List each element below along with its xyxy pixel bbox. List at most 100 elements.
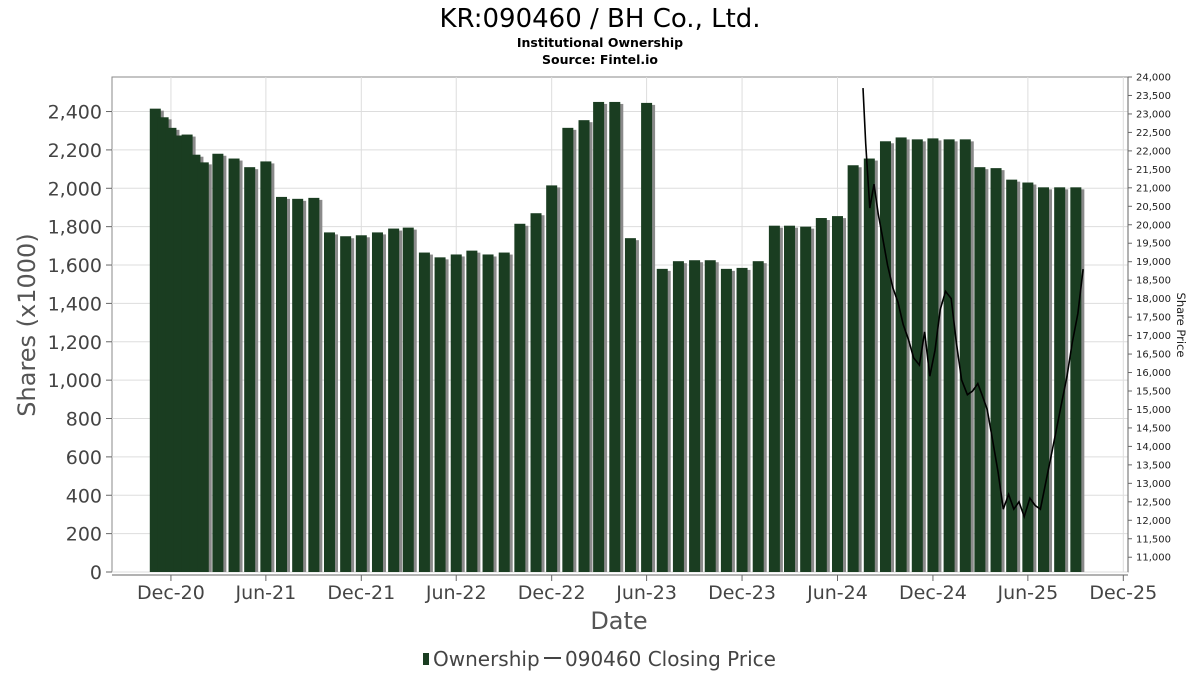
x-tick-label: Jun-22 (425, 582, 487, 604)
x-tick-label: Dec-22 (518, 582, 586, 604)
ownership-bar (181, 134, 193, 572)
ownership-bar (157, 117, 169, 572)
ownership-bar (593, 101, 605, 572)
y-axis-ticks: 0 200 400 600 800 1,000 1,200 1,400 1,600 1,800 2,… (48, 102, 112, 584)
ownership-bar (736, 267, 748, 572)
right-tick-label: 22,500 (1136, 128, 1171, 139)
chart-subtitle: Institutional Ownership (517, 35, 683, 50)
right-tick-label: 16,500 (1136, 350, 1171, 361)
y-tick-label: 1,800 (48, 217, 102, 239)
right-tick-label: 19,500 (1136, 239, 1171, 250)
ownership-bar (562, 127, 574, 573)
legend-price: 090460 Closing Price (565, 647, 776, 671)
ownership-bar (879, 141, 891, 572)
ownership-bar (609, 101, 621, 572)
x-axis-ticks: Dec-20 Jun-21 Dec-21 Jun-22 Dec-22 Jun-23 Dec-… (137, 575, 1157, 604)
y-tick-label: 1,400 (48, 293, 102, 315)
price-line (862, 88, 1084, 520)
ownership-bar (768, 225, 780, 572)
ownership-bar (434, 257, 446, 572)
right-tick-label: 22,000 (1136, 146, 1171, 157)
ownership-bar (943, 139, 955, 572)
right-tick-label: 19,000 (1136, 257, 1171, 268)
right-tick-label: 13,000 (1136, 479, 1171, 490)
y-tick-label: 2,200 (48, 140, 102, 162)
y-tick-label: 400 (66, 485, 102, 507)
ownership-bar (450, 254, 462, 572)
right-tick-label: 11,500 (1136, 534, 1171, 545)
right-tick-label: 15,500 (1136, 386, 1171, 397)
ownership-bar (466, 250, 478, 572)
right-tick-label: 23,000 (1136, 109, 1171, 120)
ownership-bar (340, 236, 352, 572)
y-tick-label: 200 (66, 524, 102, 546)
ownership-bar (173, 135, 185, 572)
y-tick-label: 0 (90, 562, 102, 584)
ownership-bar (276, 196, 288, 573)
ownership-bar (1038, 187, 1050, 572)
y-axis-label: Shares (x1000) (13, 233, 41, 416)
x-tick-label: Dec-20 (137, 582, 205, 604)
right-axis-label: Share Price (1174, 293, 1188, 358)
right-tick-label: 14,500 (1136, 423, 1171, 434)
x-tick-label: Dec-23 (708, 582, 776, 604)
ownership-bar (1070, 187, 1082, 572)
x-tick-label: Dec-21 (327, 582, 395, 604)
ownership-bar (260, 161, 272, 572)
ownership-bar (402, 227, 414, 572)
x-axis-label: Date (590, 607, 647, 635)
ownership-bar (149, 108, 161, 572)
ownership-bar (800, 226, 812, 572)
ownership-bar (244, 167, 256, 572)
ownership-bar (784, 225, 796, 572)
right-tick-label: 18,000 (1136, 294, 1171, 305)
ownership-bar (197, 162, 209, 572)
y-tick-label: 1,200 (48, 332, 102, 354)
ownership-bar (752, 261, 764, 572)
legend-bar-swatch (423, 653, 429, 665)
right-tick-label: 23,500 (1136, 91, 1171, 102)
ownership-bar (927, 138, 939, 572)
x-tick-label: Jun-21 (234, 582, 296, 604)
ownership-bar (624, 238, 636, 573)
ownership-bar (388, 228, 400, 572)
legend: Ownership 090460 Closing Price (423, 647, 776, 671)
ownership-bar (911, 139, 923, 572)
right-tick-label: 20,000 (1136, 220, 1171, 231)
ownership-bar (165, 127, 177, 573)
ownership-bar (959, 139, 971, 572)
right-tick-label: 11,000 (1136, 553, 1171, 564)
right-tick-label: 13,500 (1136, 460, 1171, 471)
right-tick-label: 18,500 (1136, 276, 1171, 287)
ownership-bar (371, 232, 383, 572)
ownership-bar (308, 197, 320, 573)
ownership-bars (149, 101, 1085, 573)
ownership-bar (831, 216, 843, 573)
right-tick-label: 20,500 (1136, 202, 1171, 213)
ownership-bar (546, 185, 558, 572)
ownership-bar (847, 165, 859, 573)
x-tick-label: Dec-25 (1089, 582, 1157, 604)
legend-ownership: Ownership (433, 647, 540, 671)
ownership-bar (704, 260, 716, 572)
ownership-bar (498, 252, 510, 573)
x-tick-label: Jun-23 (615, 582, 677, 604)
right-tick-label: 17,000 (1136, 331, 1171, 342)
right-axis-ticks: 11,000 11,500 12,000 12,500 13,000 13,500 14,0… (1128, 73, 1171, 564)
right-tick-label: 17,500 (1136, 313, 1171, 324)
ownership-bar (189, 154, 201, 572)
ownership-bar (815, 218, 827, 572)
right-tick-label: 12,000 (1136, 516, 1171, 527)
x-tick-label: Jun-25 (996, 582, 1058, 604)
right-tick-label: 15,000 (1136, 405, 1171, 416)
ownership-bar (292, 198, 304, 572)
ownership-bar (990, 168, 1002, 572)
ownership-bar (689, 260, 701, 572)
ownership-bar (530, 213, 542, 572)
y-tick-label: 2,400 (48, 102, 102, 124)
chart-source: Source: Fintel.io (542, 52, 658, 67)
right-tick-label: 16,000 (1136, 368, 1171, 379)
right-tick-label: 24,000 (1136, 73, 1171, 84)
ownership-bar (641, 102, 653, 573)
